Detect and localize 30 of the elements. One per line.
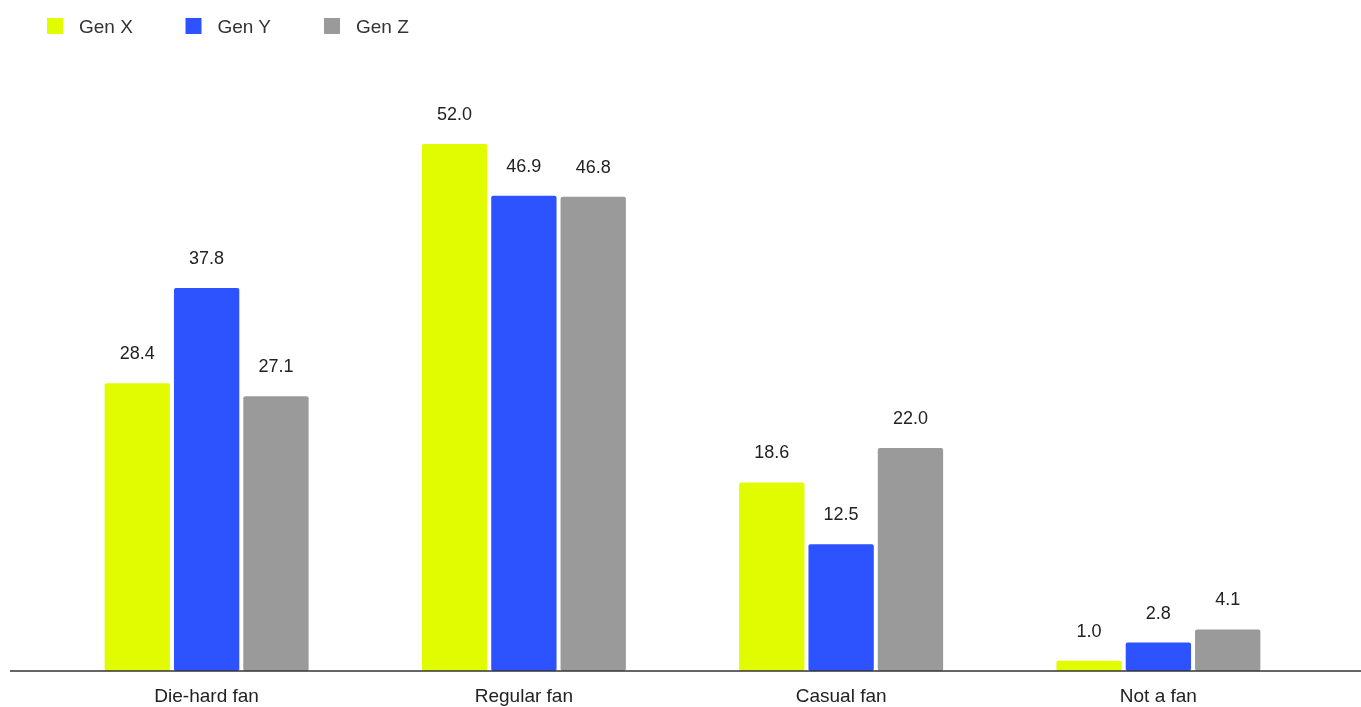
x-tick-label: Casual fan bbox=[795, 685, 887, 706]
data-label: 27.1 bbox=[258, 356, 294, 377]
bar bbox=[877, 448, 944, 671]
legend-label: Gen Z bbox=[356, 16, 410, 37]
bar bbox=[739, 482, 805, 671]
x-tick-label: Regular fan bbox=[474, 685, 573, 706]
data-label: 4.1 bbox=[1215, 589, 1241, 610]
x-tick-label: Not a fan bbox=[1119, 685, 1197, 706]
bar bbox=[243, 396, 309, 671]
bar bbox=[491, 195, 557, 671]
data-label: 37.8 bbox=[189, 247, 225, 268]
legend-label: Gen X bbox=[79, 16, 134, 37]
data-label: 46.9 bbox=[506, 155, 542, 176]
bar bbox=[1195, 629, 1261, 671]
bar bbox=[1125, 642, 1192, 671]
bar bbox=[104, 383, 170, 671]
bar bbox=[421, 144, 488, 671]
data-label: 46.8 bbox=[575, 156, 611, 177]
bar bbox=[173, 287, 240, 671]
data-label: 52.0 bbox=[437, 104, 473, 124]
x-tick-label: Die-hard fan bbox=[154, 685, 259, 706]
data-label: 12.5 bbox=[823, 504, 859, 525]
data-label: 1.0 bbox=[1076, 620, 1102, 641]
bar bbox=[808, 544, 874, 671]
data-label: 18.6 bbox=[754, 442, 790, 463]
bar bbox=[560, 196, 626, 671]
data-label: 28.4 bbox=[119, 343, 155, 364]
data-label: 22.0 bbox=[892, 408, 928, 429]
data-label: 2.8 bbox=[1145, 602, 1171, 623]
legend-label: Gen Y bbox=[217, 16, 272, 37]
